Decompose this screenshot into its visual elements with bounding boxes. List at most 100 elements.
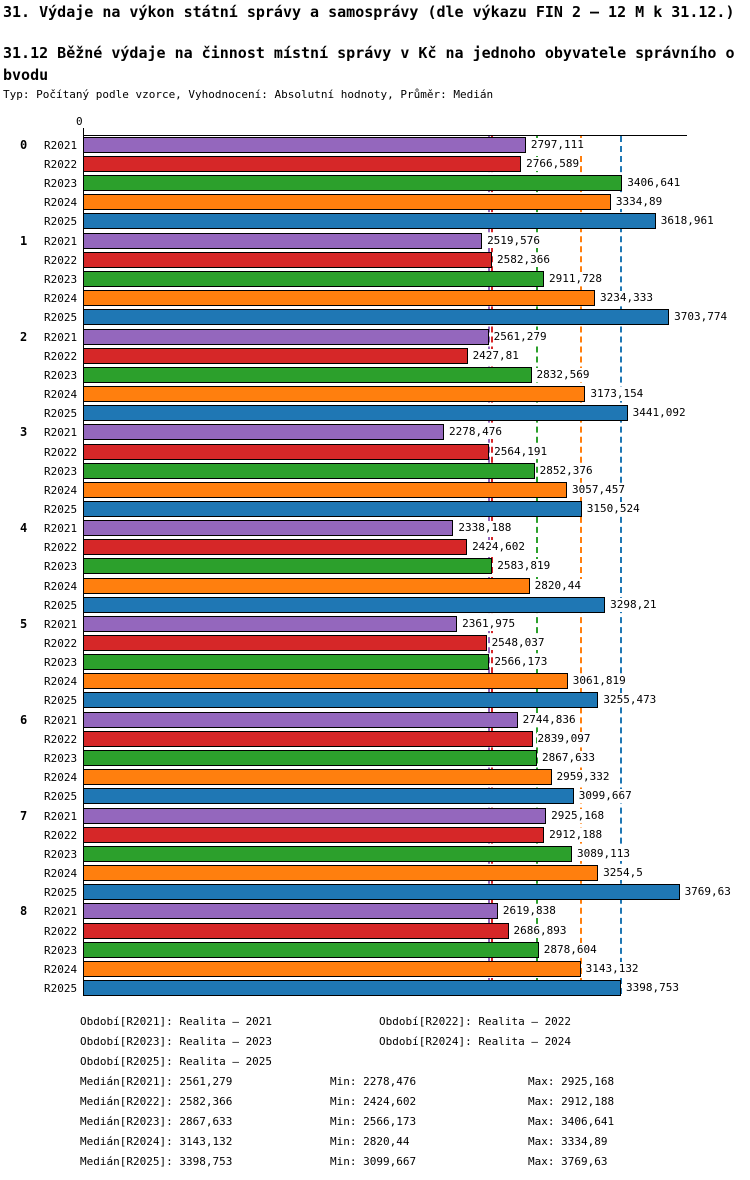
bar-value-label: 2878,604 (542, 942, 598, 957)
bar-value-label: 3143,132 (584, 961, 640, 976)
group-label: 3 (20, 425, 28, 440)
bar-R2023 (83, 462, 535, 479)
group-label: 0 (20, 138, 28, 152)
series-label: R2021 (44, 618, 78, 631)
bar-value-label: 2797,111 (529, 138, 585, 152)
series-label: R2023 (44, 943, 78, 957)
series-label: R2022 (44, 158, 78, 172)
legend-median-entry: Medián[R2024]: 3143,132 (80, 1135, 233, 1148)
bar-R2024 (83, 481, 568, 498)
legend-max-entry: Max: 3769,63 (528, 1155, 608, 1168)
series-label: R2022 (44, 924, 78, 938)
bar-value-label: 2548,037 (490, 636, 546, 651)
bar-R2021 (83, 520, 454, 537)
group-label: 2 (20, 329, 28, 344)
legend-median-entry: Medián[R2023]: 2867,633 (80, 1115, 233, 1128)
bar-value-label: 2686,893 (512, 923, 568, 938)
series-label: R2023 (44, 177, 78, 191)
series-label: R2021 (44, 522, 78, 536)
report-title: 31. Výdaje na výkon státní správy a samo… (3, 3, 735, 21)
legend-max-entry: Max: 3406,641 (528, 1115, 615, 1128)
bar-R2025 (83, 884, 680, 900)
bar-R2022 (83, 443, 490, 460)
bar-R2025 (83, 692, 599, 709)
series-label: R2025 (44, 311, 78, 325)
series-label: R2025 (44, 215, 78, 229)
bar-value-label: 3398,753 (624, 980, 680, 995)
series-label: R2021 (44, 713, 78, 727)
bar-R2022 (83, 635, 487, 652)
series-label: R2022 (44, 445, 78, 459)
series-label: R2024 (44, 962, 78, 976)
legend-obdobi-entry: Období[R2023]: Realita – 2023 (80, 1035, 273, 1048)
legend-median-entry: Medián[R2022]: 2582,366 (80, 1095, 233, 1108)
x-axis-tick (83, 128, 84, 135)
series-label: R2021 (44, 809, 78, 823)
bar-R2022 (83, 922, 509, 939)
bar-R2023 (83, 845, 573, 862)
series-label: R2025 (44, 886, 78, 899)
series-label: R2024 (44, 196, 78, 210)
bar-value-label: 3234,333 (598, 291, 654, 306)
bar-R2024 (83, 673, 568, 690)
x-axis-line (83, 135, 687, 136)
series-label: R2023 (44, 847, 78, 861)
bar-value-label: 2424,602 (471, 540, 527, 555)
series-label: R2023 (44, 656, 78, 670)
series-label: R2023 (44, 464, 78, 478)
group-label: 1 (20, 233, 28, 248)
series-label: R2021 (44, 234, 78, 248)
bar-value-label: 2766,589 (525, 157, 581, 172)
bar-value-label: 2925,168 (550, 808, 606, 823)
bar-R2025 (83, 596, 606, 613)
report-subtitle: 31.12 Běžné výdaje na činnost místní spr… (3, 42, 735, 86)
legend-median-entry: Medián[R2021]: 2561,279 (80, 1075, 233, 1088)
bar-value-label: 3618,961 (659, 214, 715, 229)
bar-value-label: 2832,569 (535, 367, 591, 382)
legend-min-entry: Min: 3099,667 (330, 1155, 417, 1168)
bar-R2023 (83, 750, 538, 766)
x-axis-zero-label: 0 (76, 115, 83, 128)
bar-value-label: 2566,173 (493, 655, 549, 670)
bar-value-label: 3061,819 (571, 674, 627, 689)
series-label: R2022 (44, 732, 78, 746)
bar-chart: 0 0 R2021 2797,111 R2022 2766,589 R2023 3406,6… (0, 115, 750, 1001)
series-label: R2024 (44, 387, 78, 401)
bar-value-label: 2852,376 (538, 463, 594, 478)
bar-value-label: 3254,5 (602, 865, 644, 880)
bar-value-label: 3255,473 (602, 693, 658, 708)
median-line-R2025 (619, 136, 622, 994)
bar-R2025 (83, 213, 656, 230)
series-label: R2025 (44, 598, 78, 612)
legend-min-entry: Min: 2424,602 (330, 1095, 417, 1108)
series-label: R2024 (44, 866, 78, 880)
legend-max-entry: Max: 2925,168 (528, 1075, 615, 1088)
series-label: R2024 (44, 771, 78, 785)
bar-value-label: 2427,81 (471, 348, 520, 363)
bar-R2024 (83, 769, 552, 786)
bar-value-label: 2619,838 (501, 904, 557, 919)
bar-R2022 (83, 251, 492, 268)
bar-R2024 (83, 577, 530, 594)
bar-value-label: 3089,113 (576, 846, 632, 861)
group-label: 4 (20, 521, 28, 536)
bar-value-label: 3406,641 (626, 176, 682, 191)
bar-value-label: 3441,092 (631, 406, 687, 420)
series-label: R2024 (44, 579, 78, 593)
legend-obdobi-entry: Období[R2021]: Realita – 2021 (80, 1015, 273, 1028)
group-label: 7 (20, 808, 28, 823)
legend-min-entry: Min: 2820,44 (330, 1135, 410, 1148)
bar-value-label: 2744,836 (521, 712, 577, 727)
bar-R2021 (83, 424, 444, 441)
bar-R2021 (83, 616, 458, 632)
series-label: R2023 (44, 273, 78, 286)
bar-R2023 (83, 654, 490, 671)
bar-value-label: 3334,89 (614, 195, 664, 210)
bar-R2022 (83, 156, 522, 173)
bar-value-label: 2583,819 (496, 559, 552, 574)
bar-R2021 (83, 903, 498, 920)
series-label: R2025 (44, 981, 78, 995)
bar-R2025 (83, 500, 582, 517)
bar-R2021 (83, 711, 518, 728)
